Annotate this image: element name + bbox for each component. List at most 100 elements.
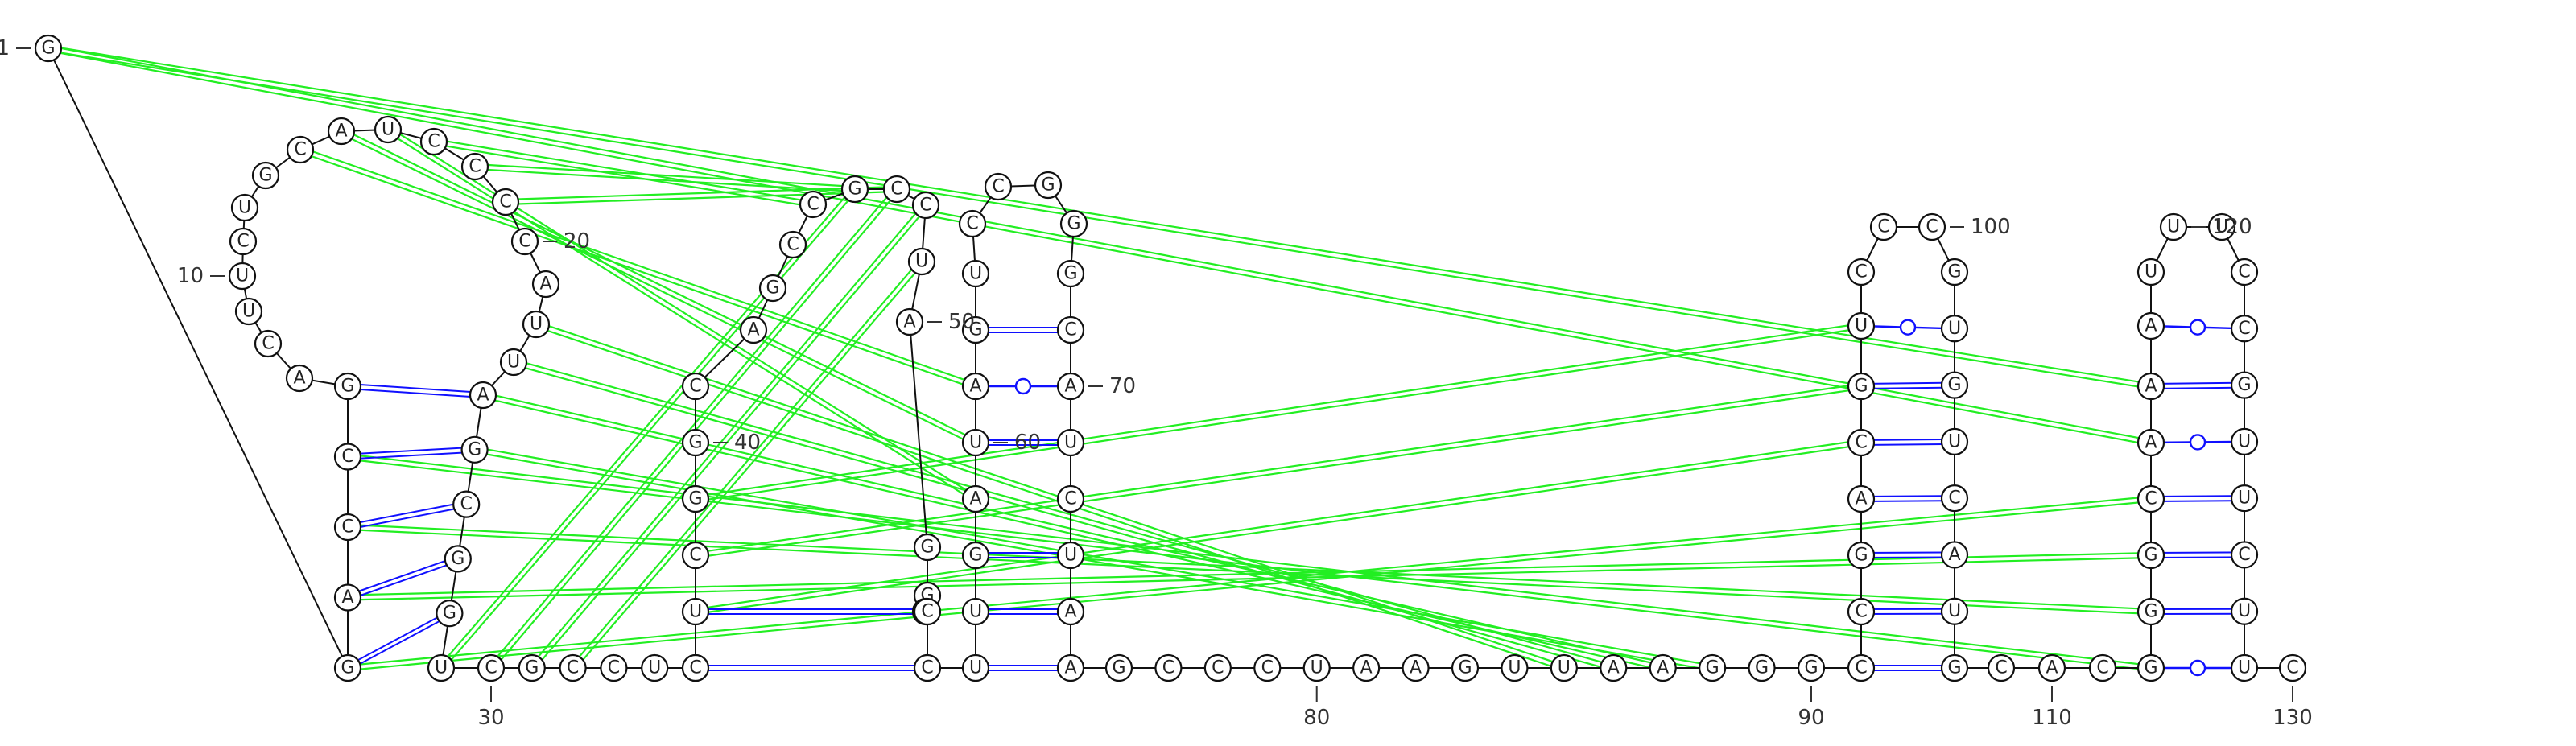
- nucleotide-circle: [961, 315, 990, 344]
- nucleotide-letter: A: [1410, 658, 1422, 678]
- nucleotide-62: G: [961, 315, 990, 344]
- base-pair-line-0-1: [347, 615, 450, 671]
- base-pair-line-17-0: [1860, 438, 1955, 441]
- nucleotide-64: C: [958, 209, 987, 238]
- nucleotide-letter: G: [1067, 214, 1080, 234]
- nucleotide-letter: C: [1261, 658, 1274, 678]
- nucleotide-circle: [1940, 597, 1969, 625]
- nucleotide-circle: [913, 597, 942, 626]
- interaction-line-4-0: [348, 523, 2152, 611]
- nucleotide-99: C: [1869, 212, 1898, 241]
- nucleotide-55: C: [913, 653, 942, 682]
- nucleotide-circle: [229, 227, 258, 256]
- nucleotide-circle: [2136, 258, 2165, 286]
- nucleotide-circle: [1550, 653, 1578, 682]
- nucleotide-109: C: [1987, 653, 2016, 682]
- nucleotide-circle: [2230, 597, 2259, 625]
- nucleotide-letter: C: [2286, 658, 2298, 678]
- nucleotide-circle: [1940, 484, 1969, 513]
- nucleotide-letter: U: [1855, 316, 1868, 336]
- nucleotide-circle: [739, 315, 768, 344]
- interaction-line-12-1: [473, 451, 1712, 672]
- wobble-pair-marker-11: [1014, 377, 1032, 395]
- nucleotide-102: U: [1940, 315, 1969, 343]
- nucleotide-38: C: [681, 541, 710, 570]
- nucleotide-letter: C: [966, 214, 978, 234]
- nucleotide-letter: U: [2167, 217, 2180, 237]
- nucleotide-16: U: [374, 115, 402, 144]
- nucleotide-44: C: [778, 230, 807, 259]
- nucleotide-letter: U: [2145, 262, 2157, 282]
- nucleotide-122: C: [2230, 258, 2259, 286]
- nucleotide-letter: C: [921, 658, 933, 678]
- nucleotide-circle: [460, 435, 489, 464]
- nucleotide-letter: C: [2238, 319, 2250, 339]
- index-label-120: 120: [2191, 215, 2252, 239]
- nucleotide-letter: A: [1608, 658, 1620, 678]
- nucleotide-letter: A: [2145, 433, 2157, 453]
- nucleotide-letter: C: [567, 658, 579, 678]
- index-label-20: 20: [543, 229, 590, 253]
- nucleotide-letter: A: [903, 312, 915, 332]
- nucleotide-circle: [1847, 258, 1876, 286]
- nucleotide-10: U: [228, 262, 257, 291]
- nucleotide-letter: C: [262, 334, 274, 354]
- nucleotide-letter: C: [807, 195, 819, 215]
- nucleotide-107: U: [1940, 597, 1969, 625]
- nucleotide-circle: [333, 372, 362, 401]
- nucleotide-circle: [961, 653, 990, 682]
- nucleotide-circle: [758, 274, 787, 303]
- interaction-line-8-1: [386, 130, 975, 502]
- nucleotide-circle: [2136, 541, 2165, 570]
- nucleotide-letter: G: [766, 278, 779, 299]
- nucleotide-circle: [1600, 653, 1628, 682]
- nucleotide-letter: U: [382, 120, 394, 140]
- index-label-80: 80: [1303, 686, 1330, 730]
- base-pair-line-4-1: [347, 388, 484, 398]
- nucleotide-87: A: [1649, 653, 1677, 682]
- nucleotide-circle: [419, 127, 448, 156]
- nucleotide-129: U: [2230, 653, 2259, 682]
- index-label-130: 130: [2273, 686, 2313, 730]
- nucleotide-26: C: [452, 490, 481, 518]
- nucleotide-letter: G: [341, 658, 354, 678]
- interaction-line-19-1: [442, 190, 858, 670]
- nucleotide-circle: [961, 484, 990, 513]
- nucleotide-circle: [681, 428, 710, 457]
- nucleotide-letter: A: [293, 369, 305, 389]
- nucleotide-48: C: [911, 191, 940, 220]
- nucleotide-100: C: [1918, 212, 1946, 241]
- nucleotide-49: U: [907, 247, 936, 276]
- nucleotide-letter: G: [2144, 658, 2157, 678]
- index-label-text: 130: [2273, 706, 2313, 730]
- index-label-text: 60: [1014, 431, 1041, 455]
- nucleotide-111: C: [2088, 653, 2117, 682]
- nucleotide-letter: A: [539, 274, 551, 295]
- nucleotide-circle: [778, 230, 807, 259]
- nucleotide-circle: [1699, 653, 1727, 682]
- nucleotide-72: C: [1056, 484, 1085, 513]
- nucleotide-8: C: [254, 329, 283, 358]
- nucleotide-78: C: [1203, 653, 1232, 682]
- nucleotide-letter: G: [1947, 375, 1961, 395]
- nucleotide-circle: [2230, 484, 2259, 513]
- nucleotide-circle: [1847, 541, 1876, 570]
- nucleotide-letter: C: [2096, 658, 2108, 678]
- nucleotide-59: A: [961, 484, 990, 513]
- nucleotide-circle: [1940, 653, 1969, 682]
- nucleotide-circle: [518, 653, 546, 682]
- nucleotide-letter: A: [1064, 602, 1076, 622]
- nucleotide-circle: [1847, 653, 1876, 682]
- base-pair-line-25-0: [2150, 381, 2245, 385]
- interaction-line-6-0: [300, 146, 977, 385]
- nucleotide-circle: [1847, 372, 1876, 401]
- nucleotide-31: G: [518, 653, 546, 682]
- nucleotide-83: G: [1451, 653, 1480, 682]
- nucleotide-108: G: [1940, 653, 1969, 682]
- interaction-line-1-0: [48, 44, 2152, 442]
- nucleotide-25: G: [460, 435, 489, 464]
- nucleotide-5: C: [333, 443, 362, 471]
- interaction-line-21-1: [533, 206, 929, 670]
- index-label-1: 1: [0, 36, 31, 60]
- nucleotide-106: A: [1940, 541, 1969, 569]
